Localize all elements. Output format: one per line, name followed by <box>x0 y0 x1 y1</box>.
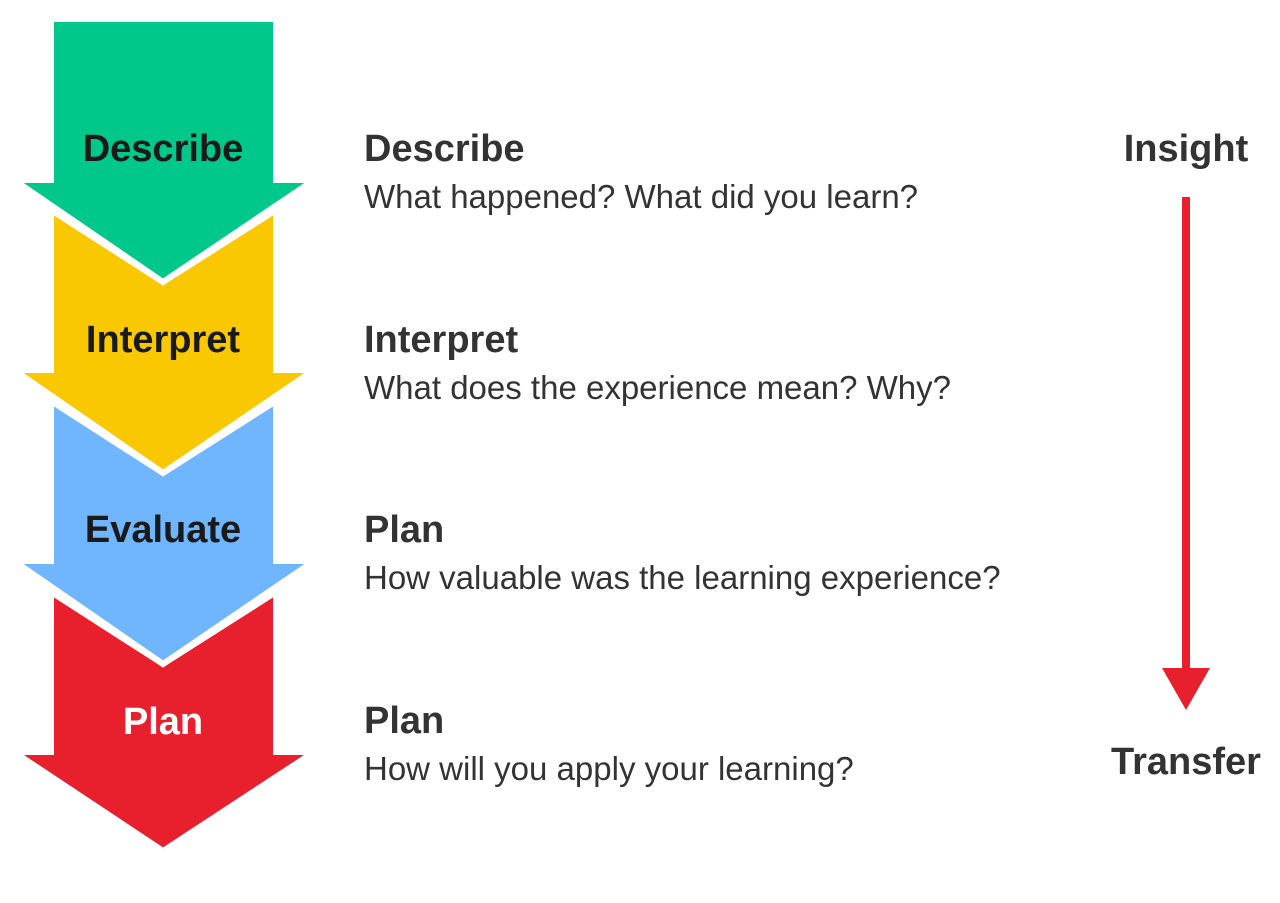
step-question: What does the experience mean? Why? <box>364 369 951 406</box>
flow-arrow-head <box>1162 668 1210 710</box>
arrow-plan-label: Plan <box>123 701 203 743</box>
arrow-stack: Plan Evaluate Interpret Describe <box>4 16 325 855</box>
insight-label: Insight <box>1123 128 1249 170</box>
step-title: Describe <box>364 128 525 170</box>
step-title: Interpret <box>364 319 519 361</box>
flow-arrow-shaft <box>1182 197 1190 672</box>
arrow-plan: Plan <box>4 586 325 855</box>
arrow-describe: Describe <box>4 16 324 286</box>
arrow-describe-label: Describe <box>83 128 244 170</box>
transfer-label: Transfer <box>1111 741 1261 783</box>
arrow-describe-shape <box>4 16 324 286</box>
step-question: How will you apply your learning? <box>364 750 854 787</box>
arrow-evaluate: Evaluate <box>4 395 324 668</box>
arrow-evaluate-label: Evaluate <box>85 509 241 551</box>
step-interpret: Interpret What does the experience mean?… <box>364 318 1124 408</box>
arrow-interpret-label: Interpret <box>86 319 240 361</box>
step-title: Plan <box>364 509 445 551</box>
step-question: How valuable was the learning experience… <box>364 559 1001 596</box>
insight-transfer-arrow <box>1162 197 1210 710</box>
step-question: What happened? What did you learn? <box>364 178 919 215</box>
step-plan: Plan How will you apply your learning? <box>364 699 1124 789</box>
step-title: Plan <box>364 700 445 742</box>
step-evaluate: Plan How valuable was the learning exper… <box>364 508 1124 598</box>
step-describe: Describe What happened? What did you lea… <box>364 127 1124 217</box>
